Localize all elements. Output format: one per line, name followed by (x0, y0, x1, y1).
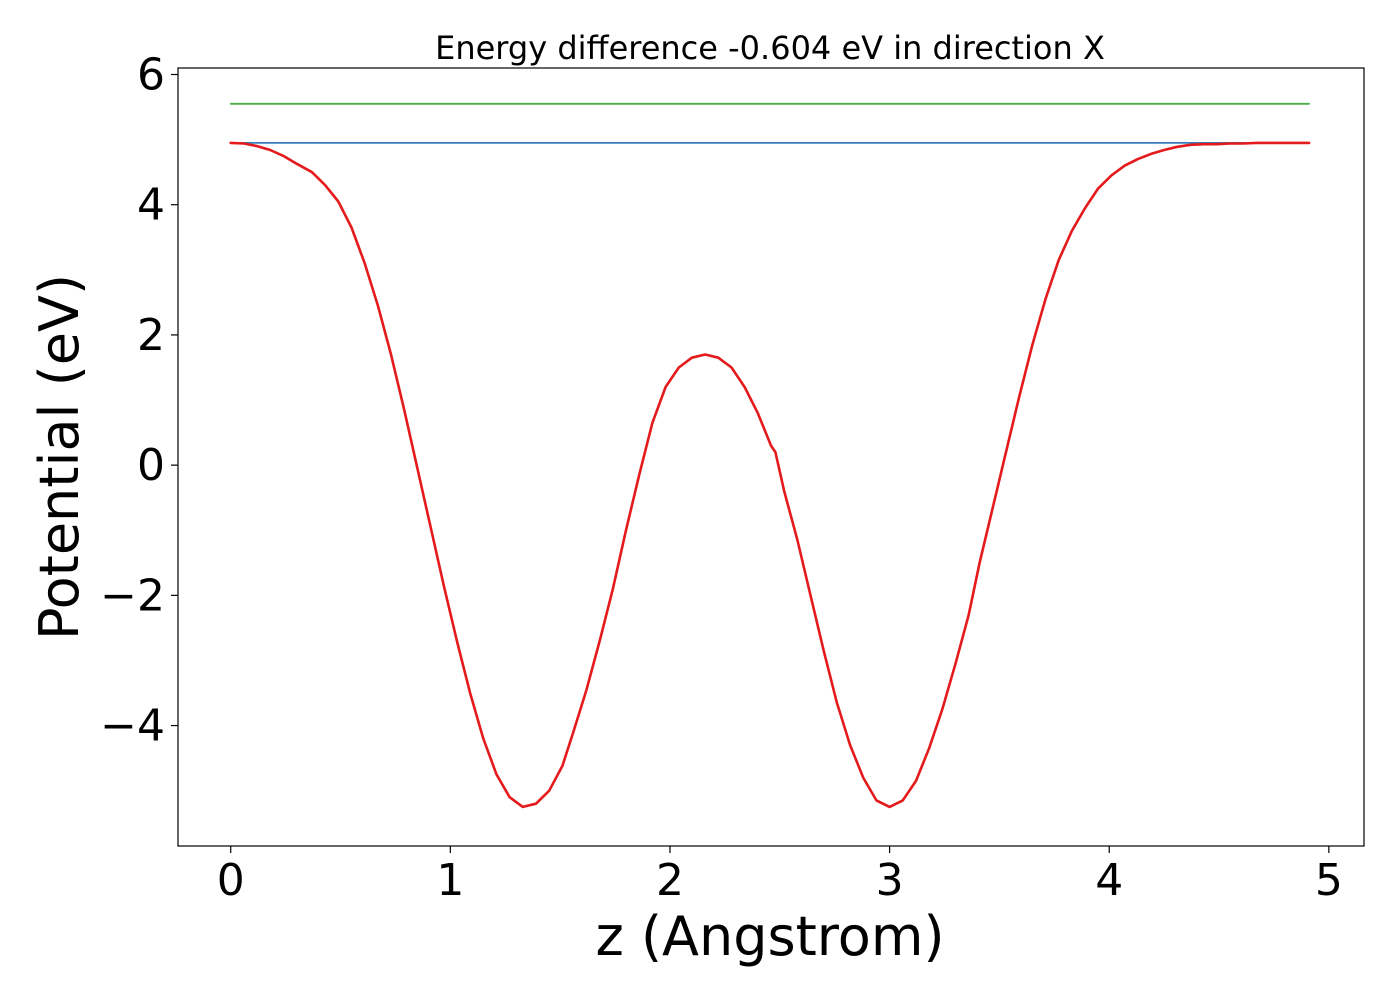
y-tick-label: −4 (100, 701, 165, 752)
series-line-1 (229, 141, 1311, 809)
x-tick-label: 0 (217, 855, 245, 906)
x-tick-label: 3 (876, 855, 904, 906)
x-tick-label: 2 (656, 855, 684, 906)
y-tick-label: 0 (137, 440, 165, 491)
x-axis: 0 1 2 3 4 5 (217, 846, 1343, 906)
x-tick-label: 4 (1095, 855, 1123, 906)
chart-title: Energy difference -0.604 eV in direction… (435, 29, 1105, 67)
axes-frame (177, 67, 1365, 847)
x-axis-label: z (Angstrom) (595, 905, 944, 968)
y-tick-label: 2 (137, 310, 165, 361)
y-tick-label: 6 (137, 50, 165, 101)
plot-area (229, 102, 1311, 809)
y-tick-label: −2 (100, 570, 165, 621)
x-tick-label: 1 (436, 855, 464, 906)
x-tick-label: 5 (1315, 855, 1343, 906)
y-axis: −4 −2 0 2 4 6 (100, 50, 178, 752)
y-axis-label: Potential (eV) (28, 274, 91, 640)
y-tick-label: 4 (137, 180, 165, 231)
